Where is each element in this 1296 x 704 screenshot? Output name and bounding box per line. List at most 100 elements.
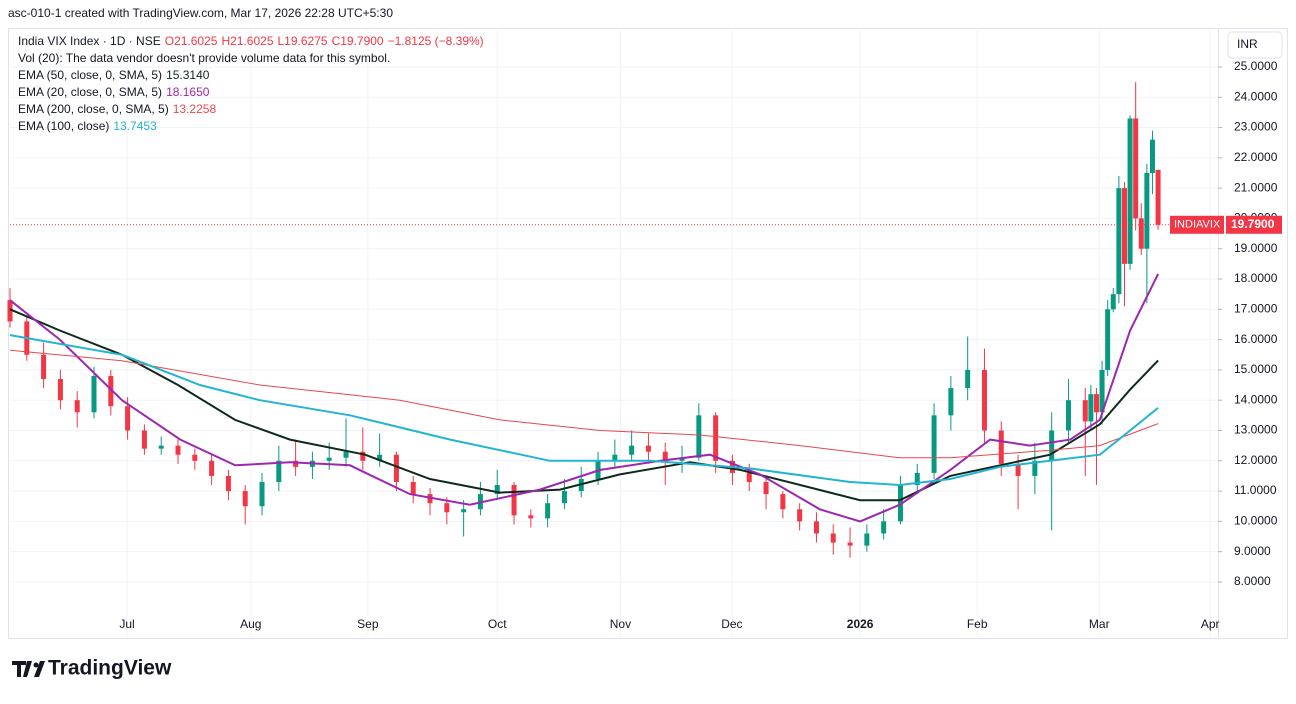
price-tag [1226, 215, 1282, 234]
legend-value: 18.1650 [166, 85, 210, 99]
volume-note: Vol (20): The data vendor doesn't provid… [18, 51, 390, 65]
x-tick-label: Sep [357, 617, 379, 631]
candle-body [91, 375, 97, 413]
price-tag [1170, 215, 1224, 234]
candle-body [1133, 118, 1139, 219]
candle-body [713, 415, 719, 461]
x-tick-label: Jul [119, 617, 134, 631]
currency-box [1227, 31, 1283, 59]
candle-body [1144, 172, 1150, 249]
candle-body [561, 491, 567, 504]
ema-line [9, 273, 1159, 523]
candle-body [545, 503, 551, 519]
candle-body [175, 445, 181, 455]
candle-body [343, 451, 349, 458]
candle-body [393, 454, 399, 482]
candle-body [1149, 139, 1155, 173]
candle-body [746, 472, 752, 482]
candle-body [259, 481, 265, 507]
legend-row: India VIX Index · 1D · NSE O21.6025 H21.60… [18, 34, 484, 48]
candle-body [763, 481, 769, 495]
legend-row: Vol (20): The data vendor doesn't provid… [18, 51, 390, 65]
candle-body [125, 406, 131, 431]
legend: India VIX Index · 1D · NSE O21.6025 H21.60… [18, 34, 484, 133]
candle-body [225, 475, 231, 492]
legend-value: 15.3140 [166, 68, 210, 82]
x-tick-label: Oct [488, 617, 507, 631]
x-tick-label: 2026 [847, 617, 874, 631]
legend-name: EMA (50, close, 0, SMA, 5) [18, 68, 162, 82]
candle-body [326, 457, 332, 461]
legend-row: EMA (20, close, 0, SMA, 5) 18.1650 [18, 85, 210, 99]
candle-body [780, 494, 786, 510]
x-tick-label: Aug [240, 617, 261, 631]
y-tick-label: 16.0000 [1234, 332, 1278, 346]
y-tick-label: 14.0000 [1234, 392, 1278, 406]
candle-body [998, 430, 1004, 464]
y-tick-label: 9.0000 [1234, 544, 1271, 558]
candle-body [1082, 400, 1088, 422]
caption: asc-010-1 created with TradingView.com, … [8, 6, 393, 20]
candle-body [662, 451, 668, 461]
ema-line [9, 308, 1159, 502]
y-tick-label: 13.0000 [1234, 423, 1278, 437]
candle-body [74, 400, 80, 413]
candle-body [864, 533, 870, 546]
candle-body [1155, 169, 1161, 225]
legend-name: EMA (100, close) [18, 119, 109, 133]
candle-body [158, 445, 164, 449]
legend-name: EMA (20, close, 0, SMA, 5) [18, 85, 162, 99]
x-tick-label: Dec [721, 617, 742, 631]
ohlc-value: −1.8125 (−8.39%) [388, 34, 484, 48]
candle-body [1065, 400, 1071, 431]
candle-body [192, 454, 198, 461]
candle-body [679, 457, 685, 461]
candle-body [276, 460, 282, 482]
candle-body [1138, 218, 1144, 249]
candle-body [1049, 430, 1055, 461]
candle-body [914, 472, 920, 486]
price-tag-symbol: INDIAVIX [1174, 219, 1221, 231]
legend-value: 13.7453 [113, 119, 157, 133]
candle-body [1099, 369, 1105, 413]
candle-body [881, 521, 887, 534]
candle-body [494, 485, 500, 495]
candle-body [41, 354, 47, 379]
y-tick-label: 21.0000 [1234, 180, 1278, 194]
y-tick-label: 18.0000 [1234, 271, 1278, 285]
price-tag-label: 19.7900 [1231, 217, 1275, 231]
candle-body [141, 430, 147, 449]
brand: TradingView [48, 657, 172, 680]
candle-body [813, 521, 819, 534]
x-tick-label: Nov [610, 617, 631, 631]
logo-mark [12, 661, 32, 677]
brand-logo: TradingView [12, 657, 172, 680]
candle-body [1105, 309, 1111, 370]
candle-body [461, 509, 467, 513]
ohlc-value: H21.6025 [221, 34, 273, 48]
y-tick-label: 15.0000 [1234, 362, 1278, 376]
candle-body [242, 491, 248, 507]
y-tick-label: 19.0000 [1234, 241, 1278, 255]
ema-line [9, 334, 1159, 487]
candle-body [1093, 394, 1099, 413]
candle-body [1116, 188, 1122, 295]
candle-body [360, 451, 366, 461]
candle-body [528, 515, 534, 519]
candle-body [696, 415, 702, 458]
y-tick-label: 12.0000 [1234, 453, 1278, 467]
y-tick-label: 22.0000 [1234, 150, 1278, 164]
y-tick-label: 11.0000 [1234, 483, 1277, 497]
candles [7, 82, 1161, 558]
chart-frame [8, 28, 1288, 639]
logo-mark [34, 661, 45, 677]
candle-body [948, 388, 954, 416]
candle-body [444, 503, 450, 513]
candle-body [1032, 460, 1038, 476]
y-tick-label: 25.0000 [1234, 59, 1278, 73]
candle-body [7, 300, 13, 322]
y-tick-label: 23.0000 [1234, 120, 1278, 134]
